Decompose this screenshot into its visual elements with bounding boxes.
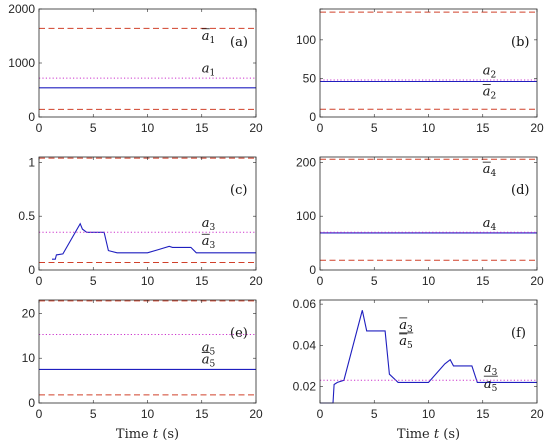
panel-label: (c) xyxy=(230,183,247,198)
y-tick-label: 0.02 xyxy=(293,380,317,394)
panel-label: (b) xyxy=(511,35,529,50)
series-group xyxy=(39,300,256,396)
panel-label: (a) xyxy=(230,35,248,50)
panel-5-annotation-1: a5 xyxy=(202,353,216,370)
x-tick-label: 15 xyxy=(476,274,490,288)
panel-1-annotation-0: a1 xyxy=(202,62,216,79)
x-tick-label: 0 xyxy=(317,274,324,288)
x-tick-label: 15 xyxy=(195,121,209,135)
x-tick-label: 5 xyxy=(90,407,97,421)
series-line-solid-0 xyxy=(320,310,537,404)
y-tick-label: 0 xyxy=(28,263,35,277)
panel-6-annotation-0-denominator: a5 xyxy=(399,334,413,351)
plot-frame xyxy=(319,156,538,271)
x-tick-label: 5 xyxy=(90,274,97,288)
y-tick-label: 1 xyxy=(28,155,35,169)
x-axis-label: Time t (s) xyxy=(116,427,179,442)
panel-6-annotation-1-denominator: a5 xyxy=(484,377,498,394)
x-tick-label: 0 xyxy=(36,407,43,421)
y-tick-label: 100 xyxy=(296,33,316,47)
panel-2-annotation-1: a2 xyxy=(483,84,497,101)
x-tick-label: 5 xyxy=(371,274,378,288)
x-tick-label: 15 xyxy=(195,407,209,421)
chart-panel-1: 0 5 10 15 20 0 1000 2000 a1 a1 (a) xyxy=(8,2,263,135)
x-tick-label: 5 xyxy=(371,407,378,421)
x-tick-label: 10 xyxy=(422,407,436,421)
x-tick-label: 20 xyxy=(249,407,263,421)
x-tick-label: 0 xyxy=(36,121,43,135)
y-tick-label: 50 xyxy=(303,71,317,85)
plot-frame xyxy=(319,299,538,404)
series-line-solid-0 xyxy=(52,222,256,260)
x-tick-label: 0 xyxy=(36,274,43,288)
panel-label: (f) xyxy=(511,326,526,341)
x-tick-label: 15 xyxy=(195,274,209,288)
x-tick-label: 20 xyxy=(530,407,544,421)
panel-5-annotation-0: a5 xyxy=(202,341,216,358)
panel-3-annotation-1: a3 xyxy=(202,234,216,251)
panel-4-annotation-0: a4 xyxy=(483,216,497,233)
x-tick-label: 10 xyxy=(422,274,436,288)
y-tick-label: 20 xyxy=(22,306,36,320)
panel-label: (e) xyxy=(230,326,248,341)
y-tick-label: 1000 xyxy=(8,56,35,70)
panel-label: (d) xyxy=(511,183,529,198)
x-tick-label: 20 xyxy=(530,121,544,135)
x-tick-label: 10 xyxy=(422,121,436,135)
x-tick-label: 10 xyxy=(141,121,155,135)
y-tick-label: 0 xyxy=(28,110,35,124)
panel-4-annotation-1: a4 xyxy=(483,162,497,179)
x-tick-label: 15 xyxy=(476,407,490,421)
panel-6-annotation-1-numerator: a3 xyxy=(484,361,498,378)
y-tick-label: 0 xyxy=(28,396,35,410)
x-tick-label: 10 xyxy=(141,274,155,288)
panel-1-annotation-1: a1 xyxy=(202,29,216,46)
x-tick-label: 20 xyxy=(249,121,263,135)
y-tick-label: 0 xyxy=(309,110,316,124)
y-tick-label: 10 xyxy=(22,351,36,365)
series-group xyxy=(39,157,256,263)
x-tick-label: 10 xyxy=(141,407,155,421)
x-tick-label: 5 xyxy=(371,121,378,135)
series-group xyxy=(320,11,537,110)
x-tick-label: 5 xyxy=(90,121,97,135)
y-tick-label: 0.06 xyxy=(293,297,317,311)
y-tick-label: 2000 xyxy=(8,2,35,16)
series-group xyxy=(39,27,256,110)
plot-frame xyxy=(319,8,538,118)
y-tick-label: 100 xyxy=(296,209,316,223)
x-tick-label: 15 xyxy=(476,121,490,135)
plot-frame xyxy=(38,299,257,404)
series-group xyxy=(320,158,537,261)
y-tick-label: 200 xyxy=(296,155,316,169)
x-tick-label: 0 xyxy=(317,121,324,135)
y-tick-label: 0 xyxy=(309,263,316,277)
y-tick-label: 0.5 xyxy=(18,209,35,223)
plot-frame xyxy=(38,8,257,118)
chart-panel-2: 0 5 10 15 20 0 50 100 a2 a2 (b) xyxy=(296,8,544,135)
x-tick-label: 20 xyxy=(249,274,263,288)
panel-2-annotation-0: a2 xyxy=(483,64,497,81)
x-tick-label: 0 xyxy=(317,407,324,421)
x-tick-label: 20 xyxy=(530,274,544,288)
series-group xyxy=(320,310,537,404)
x-axis-label: Time t (s) xyxy=(397,427,460,442)
panel-3-annotation-0: a3 xyxy=(202,216,216,233)
panel-6-annotation-0-numerator: a3 xyxy=(399,318,413,335)
y-tick-label: 0.04 xyxy=(293,338,317,352)
